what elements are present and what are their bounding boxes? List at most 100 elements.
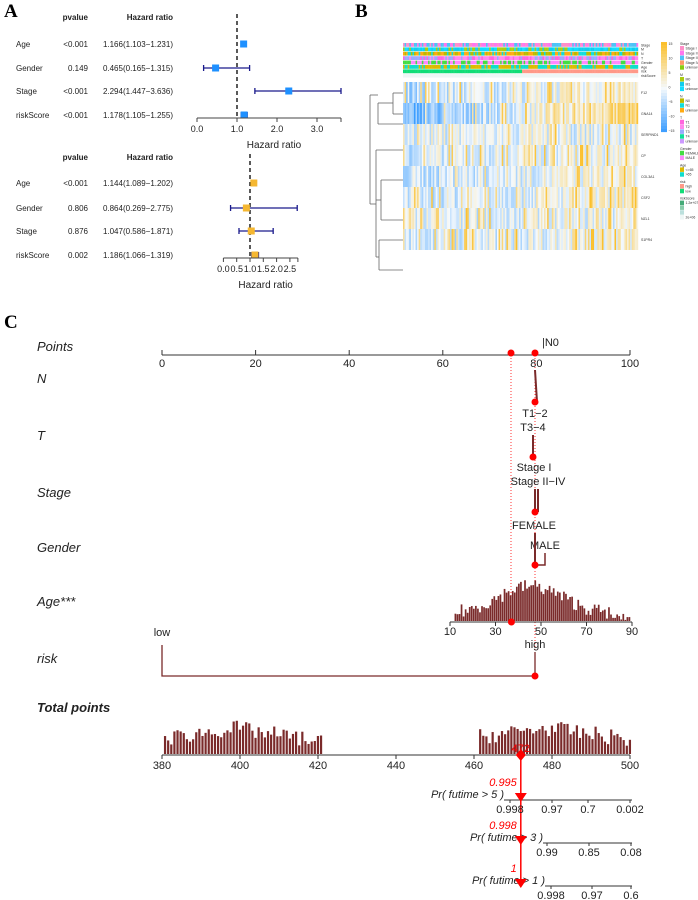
heatmap-cell [448,82,451,103]
annotation-cell [518,73,521,78]
total-points-histogram-bar [519,731,522,754]
heatmap-cell [462,103,465,124]
heatmap-cell [595,208,598,229]
heatmap-cell [528,124,531,145]
annotation-cell [603,43,606,47]
heatmap-cell [459,229,462,250]
heatmap-cell [597,124,600,145]
heatmap-cell [428,124,430,145]
annotation-cell [431,47,433,52]
annotation-cell [551,56,554,60]
heatmap-cell [418,145,421,166]
annotation-cell [592,47,595,52]
heatmap-cell [633,145,636,166]
annotation-cell [428,43,430,47]
heatmap-cell [431,145,433,166]
heatmap-cell [547,229,549,250]
colorbar-segment [661,51,667,55]
heatmap-cell [537,145,540,166]
annotation-cell [537,51,540,56]
annotation-cell [520,56,523,60]
heatmap-cell [617,166,620,187]
heatmap-cell [605,229,607,250]
annotation-cell [520,65,523,69]
heatmap-cell [551,82,554,103]
heatmap-cell [498,124,501,145]
heatmap-cell [440,208,443,229]
heatmap-cell [412,124,415,145]
annotation-cell [597,60,600,65]
annotation-cell [486,73,488,78]
heatmap-cell [506,208,509,229]
total-points-histogram-bar [223,732,226,754]
heatmap-cell [403,82,405,103]
heatmap-cell [580,124,582,145]
annotation-cell [572,56,574,60]
age-histogram-bar [550,592,553,621]
heatmap-cell [437,103,440,124]
annotation-cell [547,43,549,47]
age-histogram-bar [581,605,584,621]
total-points-histogram-bar [625,745,628,754]
hazard-ratio-text: 1.144(1.089−1.202) [103,179,173,188]
heatmap-cell [403,208,405,229]
total-points-histogram-bar [479,729,482,754]
heatmap-cell [432,82,435,103]
annotation-cell [470,56,473,60]
heatmap-cell [486,82,488,103]
heatmap-cell [589,124,592,145]
heatmap-cell [476,166,479,187]
x-tick-label: 3.0 [311,124,324,134]
annotation-cell [565,56,568,60]
heatmap-cell [428,145,430,166]
heatmap-cell [486,103,488,124]
total-points-histogram-bar [557,723,560,754]
total-points-histogram-bar [594,726,597,754]
annotation-cell [406,51,408,56]
annotation-cell [537,73,540,78]
heatmap-cell [584,82,587,103]
annotation-cell [431,65,433,69]
annotation-cell [534,56,537,60]
annotation-cell [415,65,418,69]
age-histogram-bar [460,604,463,621]
annotation-cell [565,60,568,65]
heatmap-cell [545,82,548,103]
heatmap-cell [445,103,448,124]
annotation-cell [423,56,426,60]
heatmap-cell [630,82,632,103]
annotation-cell [598,56,601,60]
heatmap-cell [467,82,469,103]
age-histogram-bar [462,616,465,621]
heatmap-cell [467,187,469,208]
annotation-cell [487,56,490,60]
annotation-cell [636,51,639,56]
annotation-cell [553,51,556,56]
heatmap-cell [406,82,408,103]
annotation-cell [451,43,454,47]
annotation-cell [418,47,421,52]
heatmap-cell [556,208,559,229]
heatmap-cell [622,82,625,103]
heatmap-cell [592,208,595,229]
heatmap-cell [539,166,542,187]
annotation-cell [550,47,553,52]
annotation-cell [575,51,578,56]
heatmap-cell [581,208,584,229]
annotation-cell [625,60,628,65]
heatmap-cell [493,145,496,166]
annotation-cell [406,69,408,74]
annotation-cell [478,56,480,60]
annotation-cell [597,47,600,52]
annotation-cell [634,47,637,52]
annotation-cell [570,69,573,74]
annotation-cell [456,47,459,52]
heatmap-cell [453,82,455,103]
p-value: 0.002 [68,251,89,260]
annotation-cell [442,73,444,78]
annotation-cell [523,51,526,56]
heatmap-cell [578,145,581,166]
age-histogram-bar [520,581,522,621]
annotation-cell [518,56,521,60]
annotation-cell [531,43,534,47]
